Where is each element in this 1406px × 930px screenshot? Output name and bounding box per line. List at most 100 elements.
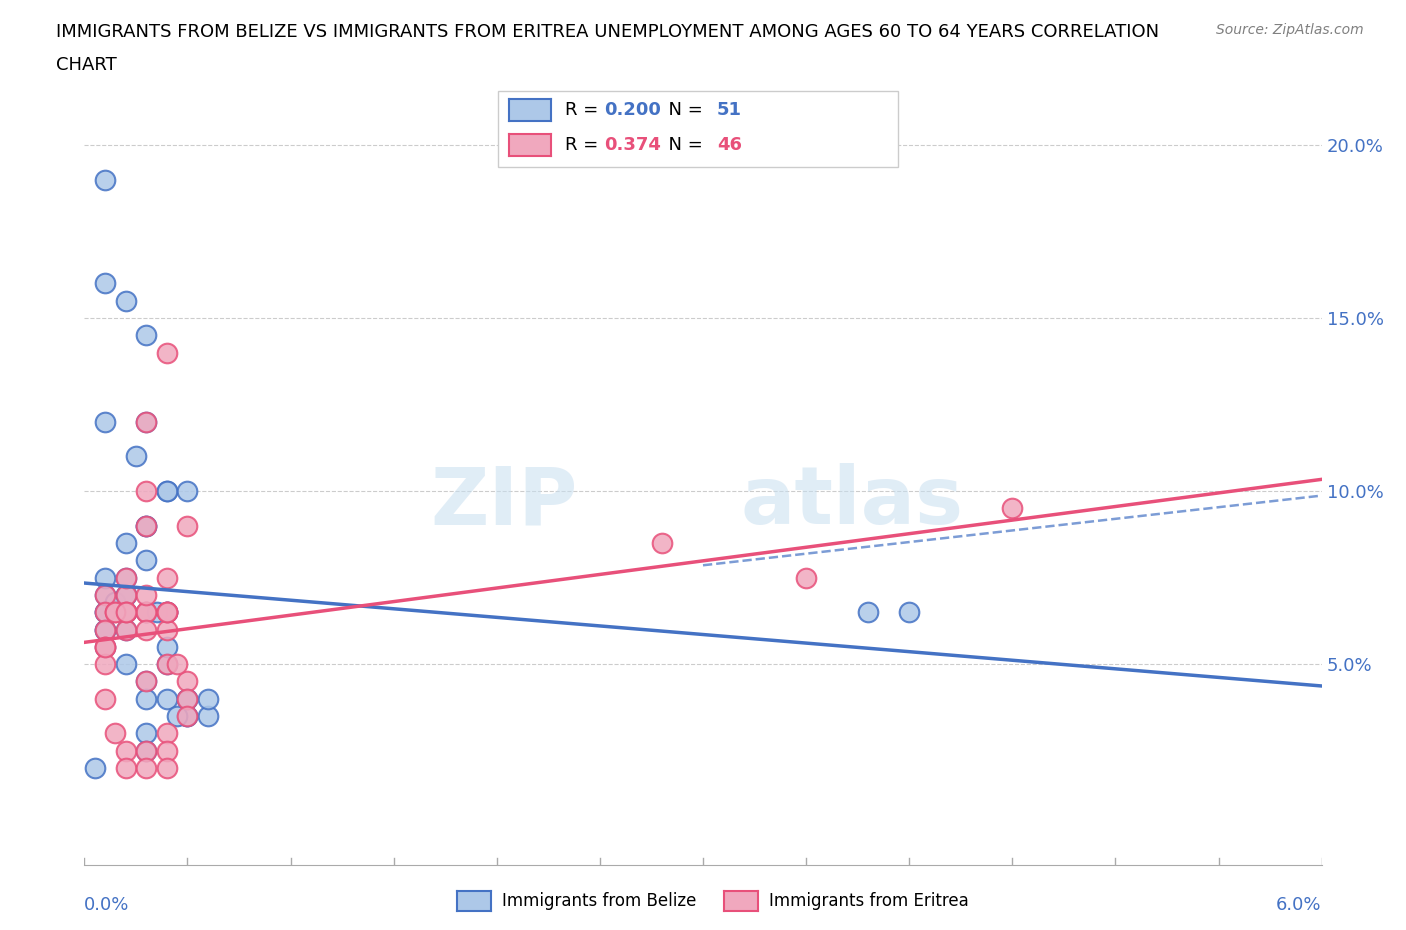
Text: R =: R = [565, 100, 605, 119]
Point [135, 604, 157, 619]
Point [114, 604, 136, 619]
Point [114, 761, 136, 776]
Point [125, 449, 148, 464]
Point [114, 622, 136, 637]
Point [94, 691, 117, 706]
Point [135, 743, 157, 758]
Point [135, 743, 157, 758]
Point [176, 691, 198, 706]
Point [135, 552, 157, 567]
Point [176, 691, 198, 706]
Point [135, 484, 157, 498]
Text: 46: 46 [717, 136, 742, 154]
Text: 0.0%: 0.0% [84, 896, 129, 914]
Point [156, 604, 179, 619]
Text: CHART: CHART [56, 56, 117, 73]
Point [156, 484, 179, 498]
Text: IMMIGRANTS FROM BELIZE VS IMMIGRANTS FROM ERITREA UNEMPLOYMENT AMONG AGES 60 TO : IMMIGRANTS FROM BELIZE VS IMMIGRANTS FRO… [56, 23, 1160, 41]
Point [156, 657, 179, 671]
Text: Immigrants from Eritrea: Immigrants from Eritrea [769, 892, 969, 910]
Point [166, 709, 188, 724]
Point [94, 622, 117, 637]
Point [856, 604, 879, 619]
Point [166, 657, 188, 671]
Point [94, 622, 117, 637]
Point [135, 622, 157, 637]
Point [135, 674, 157, 689]
Text: 0.374: 0.374 [605, 136, 661, 154]
Point [135, 518, 157, 533]
Point [114, 588, 136, 603]
Point [94, 604, 117, 619]
Point [176, 709, 198, 724]
Point [176, 484, 198, 498]
Point [156, 345, 179, 360]
Point [94, 622, 117, 637]
Point [114, 622, 136, 637]
Point [104, 726, 127, 741]
Text: Immigrants from Belize: Immigrants from Belize [502, 892, 696, 910]
Point [114, 604, 136, 619]
Point [135, 328, 157, 343]
Point [114, 604, 136, 619]
Point [156, 604, 179, 619]
Text: N =: N = [657, 136, 709, 154]
Point [94, 640, 117, 655]
Point [114, 604, 136, 619]
Point [176, 709, 198, 724]
Point [94, 588, 117, 603]
Point [104, 604, 127, 619]
Point [156, 761, 179, 776]
Point [156, 604, 179, 619]
Point [94, 276, 117, 291]
Point [135, 726, 157, 741]
Point [135, 588, 157, 603]
Point [114, 743, 136, 758]
Point [94, 604, 117, 619]
Point [135, 604, 157, 619]
Point [135, 518, 157, 533]
Point [156, 622, 179, 637]
Point [156, 640, 179, 655]
Point [114, 570, 136, 585]
Point [156, 570, 179, 585]
Point [94, 604, 117, 619]
Point [156, 604, 179, 619]
Text: 51: 51 [717, 100, 742, 119]
Point [94, 640, 117, 655]
Text: Source: ZipAtlas.com: Source: ZipAtlas.com [1216, 23, 1364, 37]
Point [114, 657, 136, 671]
Point [104, 604, 127, 619]
Point [156, 743, 179, 758]
Point [176, 518, 198, 533]
Point [156, 657, 179, 671]
Point [94, 415, 117, 430]
Text: N =: N = [657, 100, 709, 119]
Point [83, 761, 105, 776]
Point [114, 293, 136, 308]
Point [114, 604, 136, 619]
Text: 6.0%: 6.0% [1277, 896, 1322, 914]
Point [135, 691, 157, 706]
Point [94, 657, 117, 671]
Point [114, 570, 136, 585]
Point [94, 640, 117, 655]
Point [135, 415, 157, 430]
Point [135, 674, 157, 689]
Text: atlas: atlas [740, 463, 963, 541]
Point [898, 604, 921, 619]
Text: ZIP: ZIP [430, 463, 578, 541]
Point [114, 588, 136, 603]
Point [651, 536, 673, 551]
Point [114, 604, 136, 619]
Point [156, 604, 179, 619]
Point [156, 484, 179, 498]
Point [104, 594, 127, 609]
Point [176, 691, 198, 706]
Point [176, 709, 198, 724]
Point [145, 604, 167, 619]
Point [94, 172, 117, 187]
Point [94, 588, 117, 603]
Point [176, 674, 198, 689]
Point [135, 415, 157, 430]
